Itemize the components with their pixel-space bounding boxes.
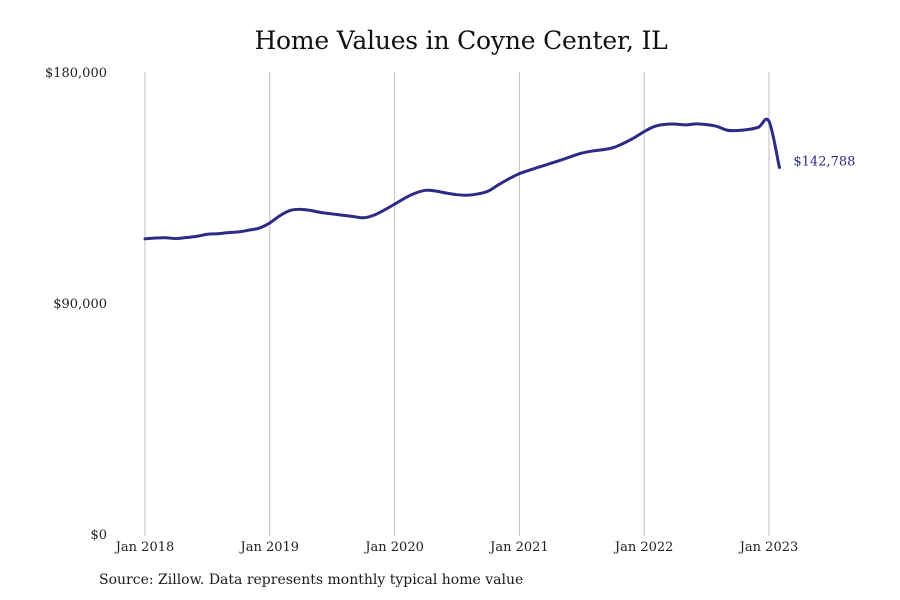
chart-title: Home Values in Coyne Center, IL	[254, 26, 668, 55]
x-tick-label: Jan 2018	[114, 540, 175, 555]
x-tick-label: Jan 2023	[738, 540, 799, 555]
x-tick-label: Jan 2020	[363, 540, 424, 555]
series-layer: $142,788	[143, 117, 855, 241]
y-tick-label: $90,000	[53, 297, 107, 312]
source-note: Source: Zillow. Data represents monthly …	[99, 572, 524, 588]
x-tick-label: Jan 2019	[239, 540, 300, 555]
y-tick-label: $180,000	[45, 66, 107, 81]
end-value-label: $142,788	[793, 155, 855, 170]
x-tick-label: Jan 2022	[613, 540, 674, 555]
series-line	[143, 117, 781, 241]
x-tick-label: Jan 2021	[488, 540, 549, 555]
grid-lines	[144, 72, 770, 536]
y-tick-label: $0	[90, 528, 107, 543]
axis-labels: Jan 2018 Jan 2019 Jan 2020 Jan 2021 Jan 2022…	[45, 66, 798, 555]
